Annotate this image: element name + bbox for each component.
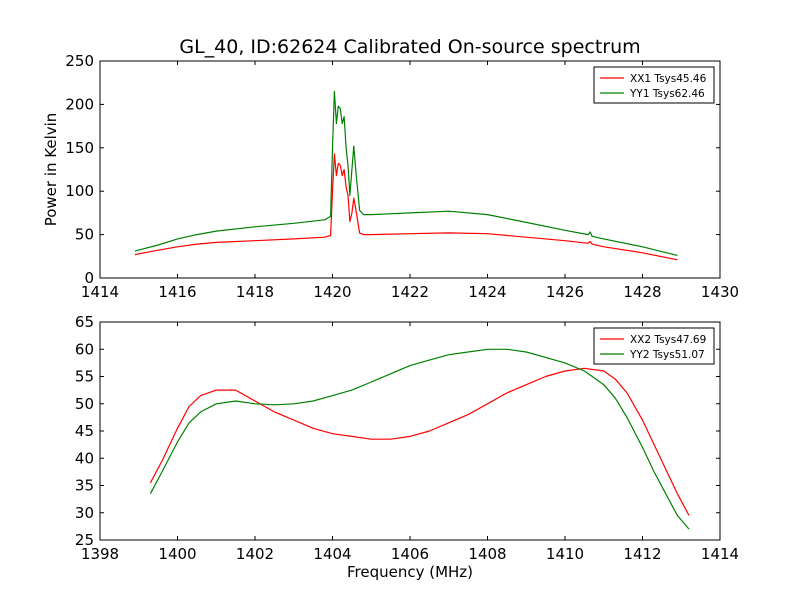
bottom-x-tick-label: 1398 <box>81 545 119 563</box>
top-x-tick-label: 1420 <box>313 283 351 301</box>
top-series-line-1 <box>134 153 678 261</box>
top-y-tick-label: 0 <box>84 269 94 287</box>
top-y-tick-label: 100 <box>65 182 94 200</box>
top-legend-label-1: XX1 Tsys45.46 <box>630 73 707 85</box>
bottom-x-tick-label: 1412 <box>623 545 661 563</box>
bottom-y-tick-label: 40 <box>75 449 94 467</box>
bottom-y-tick-label: 65 <box>75 313 94 331</box>
bottom-legend-label-1: XX2 Tsys47.69 <box>630 334 706 346</box>
top-series-line-2 <box>134 90 678 256</box>
bottom-y-tick-label: 25 <box>75 531 94 549</box>
chart-title: GL_40, ID:62624 Calibrated On-source spe… <box>179 36 640 58</box>
top-legend-label-2: YY1 Tsys62.46 <box>629 88 705 100</box>
top-y-axis-label: Power in Kelvin <box>42 113 60 227</box>
bottom-x-tick-label: 1400 <box>158 545 196 563</box>
bottom-x-tick-label: 1406 <box>391 545 429 563</box>
bottom-legend-label-2: YY2 Tsys51.07 <box>629 349 705 361</box>
top-y-tick-label: 150 <box>65 139 94 157</box>
top-x-tick-label: 1414 <box>81 283 119 301</box>
top-x-tick-label: 1418 <box>236 283 274 301</box>
bottom-y-tick-label: 35 <box>75 477 94 495</box>
top-y-tick-label: 50 <box>75 226 94 244</box>
top-x-tick-label: 1422 <box>391 283 429 301</box>
bottom-x-tick-label: 1408 <box>468 545 506 563</box>
bottom-x-tick-label: 1404 <box>313 545 351 563</box>
bottom-legend-box <box>593 327 715 365</box>
top-panel: 1414 1416 1418 1420 1422 1424 1426 1428 1430 0 50 1… <box>42 52 739 301</box>
top-legend-box <box>593 66 715 104</box>
top-y-tick-label: 250 <box>65 52 94 70</box>
bottom-x-tick-label: 1410 <box>546 545 584 563</box>
top-x-tick-label: 1426 <box>546 283 584 301</box>
top-x-tick-label: 1424 <box>468 283 506 301</box>
bottom-x-tick-label: 1414 <box>701 545 739 563</box>
top-x-tick-label: 1428 <box>623 283 661 301</box>
bottom-y-tick-label: 45 <box>75 422 94 440</box>
bottom-legend: XX2 Tsys47.69 YY2 Tsys51.07 <box>593 327 715 365</box>
top-legend: XX1 Tsys45.46 YY1 Tsys62.46 <box>593 66 715 104</box>
bottom-x-tick-label: 1402 <box>236 545 274 563</box>
top-y-tick-label: 200 <box>65 95 94 113</box>
bottom-y-tick-label: 50 <box>75 395 94 413</box>
top-x-tick-label: 1430 <box>701 283 739 301</box>
bottom-y-tick-label: 60 <box>75 340 94 358</box>
bottom-series-line-2 <box>149 348 690 530</box>
bottom-y-tick-label: 30 <box>75 504 94 522</box>
bottom-x-axis-label: Frequency (MHz) <box>347 563 473 581</box>
bottom-series-line-1 <box>149 367 690 516</box>
top-x-tick-label: 1416 <box>158 283 196 301</box>
bottom-panel: 1398 1400 1402 1404 1406 1408 1410 1412 1414 25 30… <box>75 313 739 581</box>
bottom-y-tick-label: 55 <box>75 368 94 386</box>
